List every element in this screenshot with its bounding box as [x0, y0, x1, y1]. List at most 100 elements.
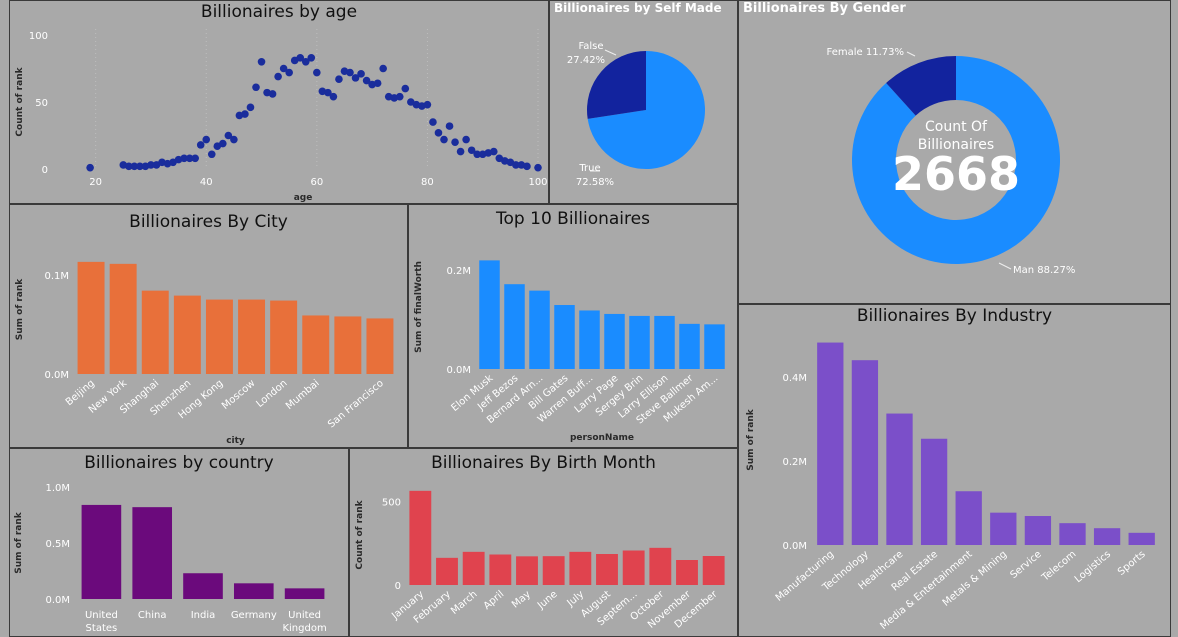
- country-chart-panel[interactable]: Billionaires by country 0.0M 0.5M 1.0M Unit…: [9, 448, 349, 637]
- month-bar: [702, 556, 725, 585]
- industry-x-tick: Metals & Mining: [941, 549, 1009, 609]
- top10-bar: [554, 305, 575, 369]
- age-data-point: [279, 64, 288, 73]
- selfmade-label-true: True: [578, 163, 600, 174]
- city-y-tick: 0.1M: [44, 271, 69, 282]
- gender-center-label-line2: Billionaires: [917, 137, 995, 153]
- industry-y-tick: 0.0M: [782, 541, 807, 552]
- month-bar: [489, 554, 512, 585]
- age-x-tick: 40: [200, 177, 213, 188]
- age-data-point: [451, 138, 459, 146]
- city-x-tick: Mumbai: [284, 378, 322, 412]
- top10-bar: [579, 310, 600, 369]
- age-y-tick: 100: [29, 31, 48, 42]
- industry-bar: [817, 342, 844, 545]
- gender-chart-panel[interactable]: Billionaires By Gender Female 11.73% Man …: [738, 0, 1171, 304]
- age-data-point: [467, 146, 476, 155]
- city-chart-title: Billionaires By City: [129, 212, 288, 232]
- age-chart-panel[interactable]: Billionaires by age 20 40 60 80 100 0 50 100 age…: [9, 0, 549, 204]
- industry-y-tick: 0.2M: [782, 457, 807, 468]
- month-x-tick: April: [482, 589, 507, 612]
- industry-y-tick: 0.4M: [782, 373, 807, 384]
- top10-x-axis-label: personName: [570, 433, 634, 443]
- city-chart-panel[interactable]: Billionaires By City 0.0M 0.1M Beijing New …: [9, 204, 408, 448]
- country-x-tick: India: [191, 610, 216, 621]
- age-data-point: [489, 147, 498, 156]
- country-x-tick: Kingdom: [282, 623, 326, 634]
- industry-bar: [990, 512, 1017, 545]
- industry-y-axis-label: Sum of rank: [746, 408, 756, 471]
- age-data-point: [534, 163, 542, 172]
- country-bar: [233, 583, 274, 599]
- age-data-point: [512, 161, 520, 169]
- gender-slice-female: [886, 56, 956, 116]
- gender-leader-female: [906, 51, 916, 57]
- industry-chart-panel[interactable]: Billionaires By Industry 0.0M 0.2M 0.4M Man…: [738, 304, 1171, 637]
- age-data-point: [230, 135, 238, 144]
- country-x-tick: China: [138, 610, 167, 621]
- top10-bar: [704, 324, 725, 369]
- age-data-point: [346, 68, 354, 77]
- country-y-axis-label: Sum of rank: [14, 511, 24, 574]
- month-chart-panel[interactable]: Billionaires By Birth Month 0 500 January F…: [349, 448, 738, 637]
- age-data-point: [257, 58, 266, 66]
- city-bar: [109, 263, 137, 374]
- city-bar: [270, 300, 298, 374]
- age-data-point: [329, 92, 338, 101]
- top10-bar: [504, 284, 525, 369]
- month-chart-title: Billionaires By Birth Month: [431, 453, 656, 473]
- age-data-point: [196, 141, 205, 149]
- industry-bar: [920, 438, 948, 545]
- country-chart-title: Billionaires by country: [84, 453, 274, 473]
- age-data-point: [307, 53, 316, 62]
- city-bar: [366, 318, 394, 374]
- top10-y-axis-label: Sum of finalWorth: [414, 261, 424, 353]
- age-x-tick: 20: [89, 177, 102, 188]
- age-data-point: [207, 150, 216, 159]
- industry-bar: [886, 413, 913, 545]
- industry-x-tick: Logistics: [1073, 549, 1113, 585]
- selfmade-slice-true: [587, 51, 705, 170]
- top10-bar: [629, 315, 650, 369]
- age-data-point: [379, 64, 387, 73]
- age-data-point: [252, 83, 260, 92]
- age-data-point: [440, 135, 448, 144]
- industry-chart-title: Billionaires By Industry: [856, 306, 1053, 326]
- age-data-point: [456, 147, 465, 156]
- city-x-axis-label: city: [226, 436, 245, 446]
- age-scatter-chart: 20 40 60 80 100 0 50 100 age Count of rank: [15, 29, 548, 203]
- selfmade-leader-false: [604, 49, 617, 56]
- age-data-point: [434, 129, 443, 137]
- age-data-point: [147, 161, 155, 169]
- age-data-point: [301, 58, 310, 66]
- month-bar: [596, 554, 618, 585]
- top10-bar: [679, 323, 700, 369]
- month-bar: [649, 547, 672, 585]
- month-x-tick: May: [510, 589, 533, 611]
- country-y-tick: 0.0M: [45, 595, 70, 606]
- country-bar: [132, 507, 173, 599]
- age-data-point: [180, 154, 188, 163]
- age-data-point: [136, 162, 144, 171]
- city-bar: [205, 299, 233, 374]
- age-x-axis-label: age: [294, 193, 313, 203]
- age-data-point: [86, 163, 94, 172]
- selfmade-chart-panel[interactable]: Billionaires by Self Made True 72.58% Fals…: [549, 0, 738, 204]
- month-x-tick: June: [535, 589, 560, 612]
- city-y-axis-label: Sum of rank: [15, 278, 25, 341]
- month-bar: [542, 556, 565, 585]
- city-bar: [141, 290, 169, 374]
- selfmade-label-false: False: [578, 41, 603, 52]
- month-y-axis-label: Count of rank: [355, 499, 365, 569]
- month-y-tick: 0: [395, 581, 401, 592]
- industry-bar: [1024, 516, 1052, 545]
- gender-leader-man: [998, 262, 1012, 270]
- gender-center-label-line1: Count Of: [925, 119, 987, 135]
- age-chart-title: Billionaires by age: [200, 2, 358, 22]
- month-bar: [409, 490, 432, 585]
- age-x-tick: 60: [310, 177, 323, 188]
- top10-bar: [529, 290, 550, 369]
- top10-chart-panel[interactable]: Top 10 Billionaires 0.0M 0.2M Elon Musk Jef…: [408, 204, 738, 448]
